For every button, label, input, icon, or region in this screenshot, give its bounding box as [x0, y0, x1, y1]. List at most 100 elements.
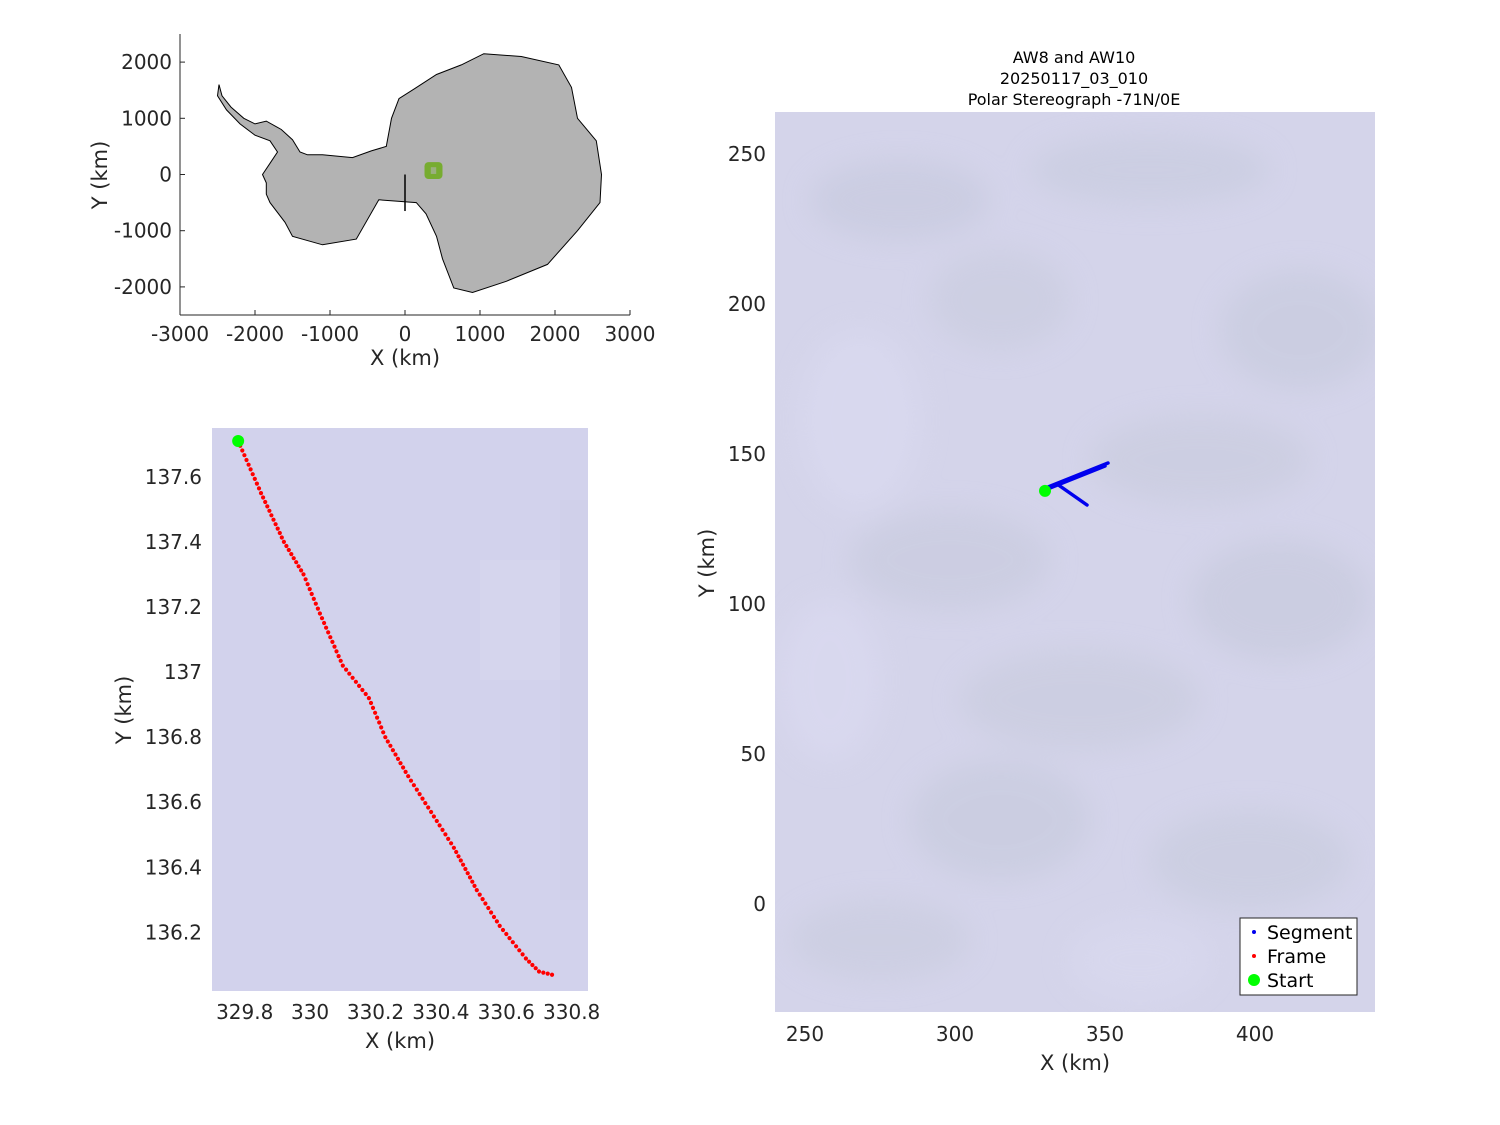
overview-x-tick-label: -3000 [151, 322, 209, 346]
frame-point [426, 805, 431, 810]
frame-point [328, 635, 333, 640]
frame-point [480, 897, 485, 902]
frame-point [470, 879, 475, 884]
frame-point [541, 970, 546, 975]
frame-point [523, 956, 529, 961]
frame-point [324, 625, 329, 630]
overview-x-tick-label: 1000 [455, 322, 506, 346]
frame-point [252, 476, 257, 481]
segment-start-point [1039, 484, 1051, 497]
frame-y-tick-label: 137.4 [145, 530, 202, 554]
overview-axes: -3000 -2000 -1000 0 1000 2000 3000 2000 1000 0 -1… [88, 34, 655, 370]
frame-point [483, 901, 488, 906]
frame-point [500, 927, 506, 933]
frame-point [291, 556, 296, 561]
overview-x-tick-label: 2000 [530, 322, 581, 346]
frame-point [398, 761, 403, 766]
frame-point [256, 486, 262, 491]
overview-x-label: X (km) [370, 346, 440, 370]
frame-x-label: X (km) [365, 1029, 435, 1053]
frame-point [319, 616, 325, 621]
frame-point [317, 611, 322, 616]
segment-x-tick-label: 300 [936, 1022, 974, 1046]
frame-y-tick-label: 136.8 [145, 725, 202, 749]
frame-point [411, 783, 416, 788]
frame-point [357, 683, 362, 689]
imagery-texture [780, 135, 1375, 1000]
overview-x-tick-label: 3000 [605, 322, 656, 346]
frame-point [507, 936, 512, 941]
frame-point [514, 944, 519, 949]
frame-point [277, 530, 282, 536]
frame-point [527, 959, 532, 964]
frame-point [344, 667, 349, 672]
frame-point [388, 743, 393, 748]
legend-frame-label: Frame [1267, 946, 1326, 968]
frame-point [477, 892, 482, 897]
frame-y-label: Y (km) [112, 676, 136, 746]
frame-point [465, 871, 470, 876]
overview-y-tick-label: 1000 [121, 106, 172, 130]
frame-point [315, 606, 320, 611]
frame-point [370, 705, 376, 711]
frame-point [434, 818, 439, 824]
frame-point [456, 854, 461, 859]
frame-point [263, 499, 268, 505]
frame-start-marker [232, 435, 245, 448]
overview-y-tick-label: 0 [159, 163, 172, 187]
frame-start-point [232, 435, 245, 448]
frame-point [301, 572, 306, 577]
title-line-2: 20250117_03_010 [1000, 69, 1148, 89]
frame-imagery-background [212, 428, 588, 991]
frame-point [491, 914, 497, 920]
legend-segment-label: Segment [1267, 922, 1353, 944]
frame-point [275, 526, 280, 531]
segment-y-tick-label: 100 [728, 592, 766, 616]
overview-y-tick-label: 2000 [121, 50, 172, 74]
frame-point [533, 966, 538, 971]
frame-point [281, 539, 286, 545]
frame-point [363, 691, 368, 697]
frame-point [417, 792, 422, 797]
legend: Segment Frame Start [1239, 917, 1358, 996]
frame-point [377, 720, 382, 725]
frame-point [250, 472, 255, 477]
frame-point [472, 883, 477, 889]
frame-point [248, 467, 253, 472]
frame-point [242, 453, 247, 458]
legend-segment-symbol [1252, 930, 1256, 934]
frame-point [271, 517, 276, 522]
frame-point [414, 787, 419, 792]
segment-x-tick-label: 350 [1086, 1022, 1124, 1046]
frame-point [545, 971, 550, 976]
frame-point [305, 582, 310, 587]
segment-x-tick-label: 400 [1236, 1022, 1274, 1046]
segment-x-label: X (km) [1040, 1051, 1110, 1075]
frame-point [240, 448, 245, 453]
frame-point [489, 910, 494, 915]
title-line-3: Polar Stereograph -71N/0E [968, 90, 1181, 109]
overview-y-tick-label: -2000 [114, 275, 172, 299]
frame-point [330, 639, 335, 645]
segment-y-tick-label: 200 [728, 292, 766, 316]
frame-point [353, 679, 358, 684]
frame-point [454, 849, 459, 855]
frame-point [273, 522, 278, 527]
segment-y-tick-label: 50 [741, 742, 766, 766]
frame-point [350, 675, 355, 680]
segment-y-tick-label: 250 [728, 142, 766, 166]
frame-point [474, 888, 479, 893]
frame-point [385, 739, 390, 744]
frame-point [375, 715, 380, 720]
title-line-1: AW8 and AW10 [1013, 48, 1136, 67]
segment-start-marker [1039, 484, 1051, 497]
segment-map-plot: AW8 and AW10 20250117_03_010 Polar Stere… [695, 48, 1375, 1075]
frame-y-tick-label: 136.2 [145, 920, 202, 944]
frame-x-tick-label: 330.4 [412, 1000, 469, 1024]
frame-point [437, 823, 442, 828]
legend-start-label: Start [1267, 970, 1313, 992]
frame-point [408, 778, 414, 783]
segment-y-label: Y (km) [695, 529, 719, 599]
antarctica-landmass [216, 53, 603, 294]
overview-x-tick-label: 0 [399, 322, 412, 346]
